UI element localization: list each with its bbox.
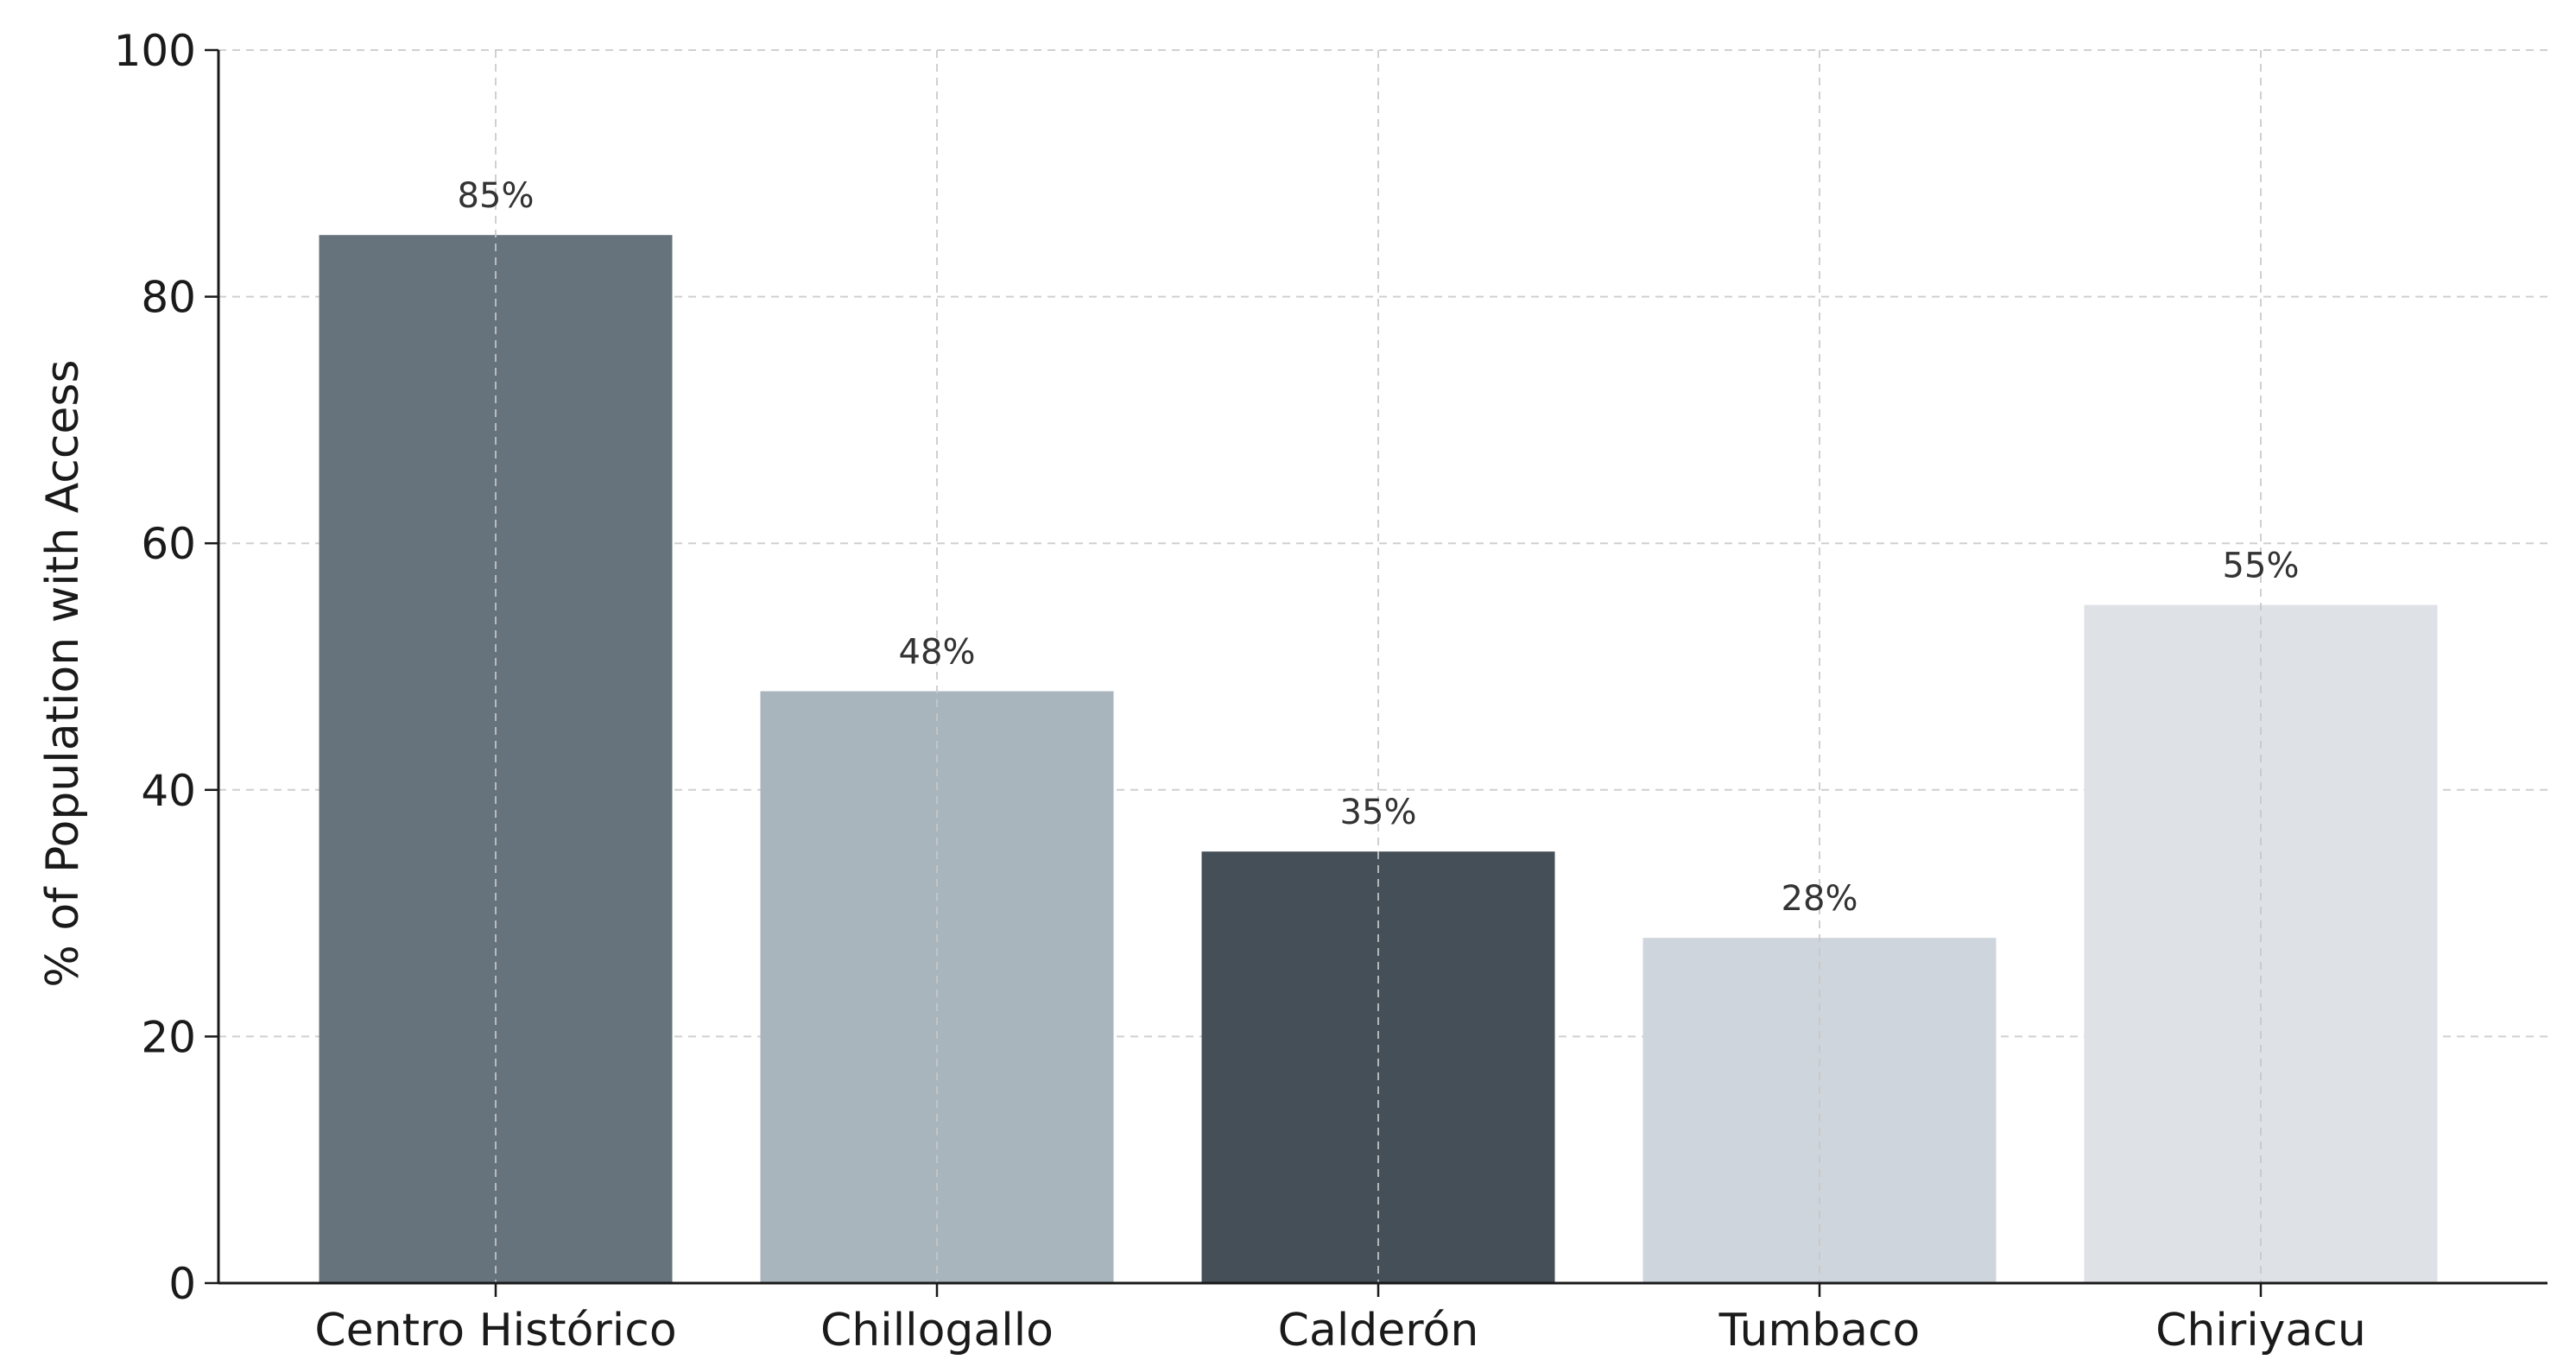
- y-tick-label: 20: [141, 1012, 196, 1062]
- bar: [1201, 851, 1555, 1283]
- y-axis-title: % of Population with Access: [37, 359, 89, 987]
- y-tick-label: 60: [141, 519, 196, 569]
- label-layer: Centro Histórico Chillogallo Calderón Tumba…: [314, 176, 2366, 1357]
- bar-data-label: 28%: [1782, 879, 1858, 919]
- bar-data-label: 85%: [458, 176, 535, 216]
- x-tick-label: Centro Histórico: [314, 1305, 676, 1357]
- bar-data-label: 55%: [2223, 547, 2300, 586]
- bar: [760, 691, 1114, 1283]
- x-tick-label: Tumbaco: [1718, 1305, 1921, 1357]
- bar-data-label: 35%: [1340, 793, 1417, 832]
- x-tick-label: Chillogallo: [820, 1305, 1054, 1357]
- axis-layer: 0 20 40 60 80 100: [114, 26, 2548, 1309]
- x-tick-label: Calderón: [1278, 1305, 1479, 1357]
- y-tick-label: 0: [168, 1259, 196, 1309]
- y-tick-label: 40: [141, 766, 196, 816]
- bar-data-label: 48%: [899, 633, 976, 673]
- x-tick-label: Chiriyacu: [2155, 1305, 2366, 1357]
- y-tick-label: 80: [141, 273, 196, 323]
- y-tick-label: 100: [114, 26, 196, 76]
